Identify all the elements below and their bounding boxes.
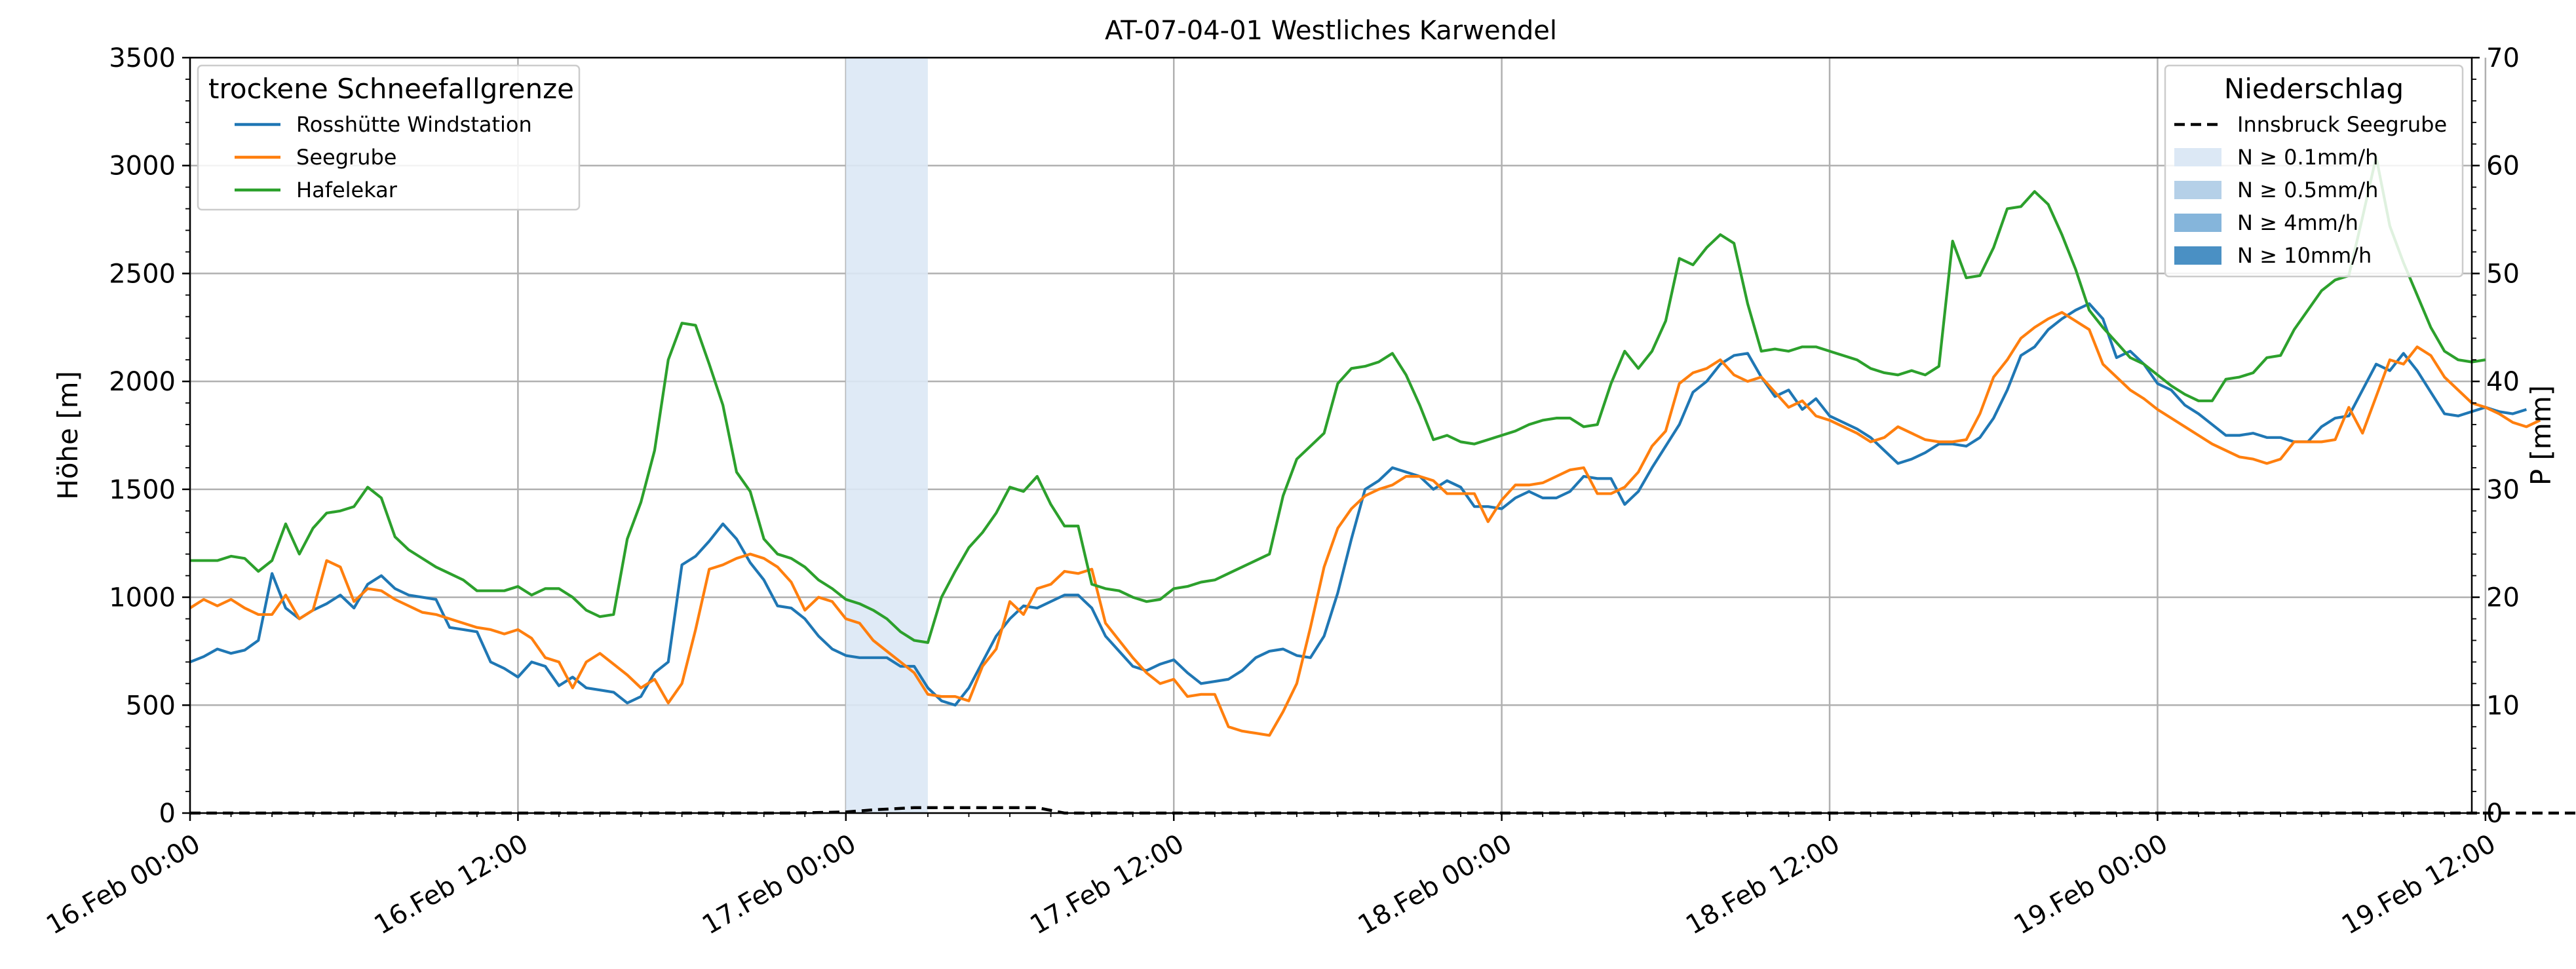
y2-tick-label: 30	[2486, 475, 2520, 505]
legend-swatch	[2174, 181, 2221, 199]
x-axis: 16.Feb 00:00 16.Feb 12:00 17.Feb 00:00 17.F…	[41, 813, 2501, 941]
y-tick-label: 3500	[109, 43, 176, 73]
x-tick-label: 19.Feb 12:00	[2337, 829, 2501, 941]
legend-label: N ≥ 0.1mm/h	[2237, 145, 2378, 170]
legend-label: Seegrube	[296, 145, 396, 170]
legend-label: Rosshütte Windstation	[296, 112, 532, 137]
left-axis: 0 500 1000 1500 2000 2500 3000 3500	[109, 43, 190, 829]
legend-label: Hafelekar	[296, 178, 398, 202]
legend-box	[197, 64, 581, 211]
y-axis-title: Höhe [m]	[52, 371, 84, 500]
y2-tick-label: 60	[2486, 151, 2520, 181]
legend-box	[2164, 64, 2464, 278]
plot-frame	[189, 56, 2473, 814]
chart-title: AT-07-04-01 Westliches Karwendel	[1105, 16, 1557, 46]
y2-tick-label: 50	[2486, 259, 2520, 289]
precip-band-layer	[845, 58, 928, 813]
legend-swatch	[2174, 148, 2221, 166]
x-tick-label: 16.Feb 00:00	[41, 829, 205, 941]
x-tick-label: 18.Feb 12:00	[1681, 829, 1845, 941]
y-tick-label: 0	[159, 799, 176, 829]
y-tick-label: 2500	[109, 259, 176, 289]
right-axis: 0 10 20 30 40 50 60 70	[2472, 43, 2520, 829]
y2-axis-title: P [mm]	[2525, 385, 2557, 485]
y2-tick-label: 20	[2486, 583, 2520, 613]
legend-label: Innsbruck Seegrube	[2237, 112, 2447, 137]
y2-tick-label: 40	[2486, 367, 2520, 397]
legend-snowline: trockene Schneefallgrenze Rosshütte Winds…	[197, 64, 581, 211]
series-line-0	[189, 302, 2528, 707]
x-tick-label: 18.Feb 00:00	[1353, 829, 1517, 941]
x-tick-label: 16.Feb 12:00	[370, 829, 533, 941]
y-tick-label: 500	[126, 691, 176, 721]
x-tick-label: 17.Feb 00:00	[697, 829, 861, 941]
legend-swatch	[2174, 246, 2221, 265]
legend-swatch	[2174, 214, 2221, 232]
y2-tick-label: 0	[2486, 799, 2503, 829]
y-tick-label: 1000	[109, 583, 176, 613]
series-layer	[189, 155, 2541, 737]
legend-label: N ≥ 4mm/h	[2237, 210, 2358, 235]
x-tick-label: 17.Feb 12:00	[1025, 829, 1189, 941]
series-line-2	[190, 155, 2486, 644]
legend-title: trockene Schneefallgrenze	[208, 73, 574, 105]
y-tick-label: 1500	[109, 475, 176, 505]
legend-title: Niederschlag	[2224, 73, 2404, 105]
series-line-1	[189, 311, 2541, 737]
y2-tick-label: 10	[2486, 691, 2520, 721]
precip-band	[845, 58, 928, 813]
legend-label: N ≥ 10mm/h	[2237, 243, 2372, 268]
legend-precipitation: Niederschlag Innsbruck Seegrube N ≥ 0.1mm/…	[2164, 64, 2464, 278]
y-tick-label: 2000	[109, 367, 176, 397]
x-tick-label: 19.Feb 00:00	[2009, 829, 2173, 941]
y2-tick-label: 70	[2486, 43, 2520, 73]
y-tick-label: 3000	[109, 151, 176, 181]
legend-label: N ≥ 0.5mm/h	[2237, 178, 2378, 202]
